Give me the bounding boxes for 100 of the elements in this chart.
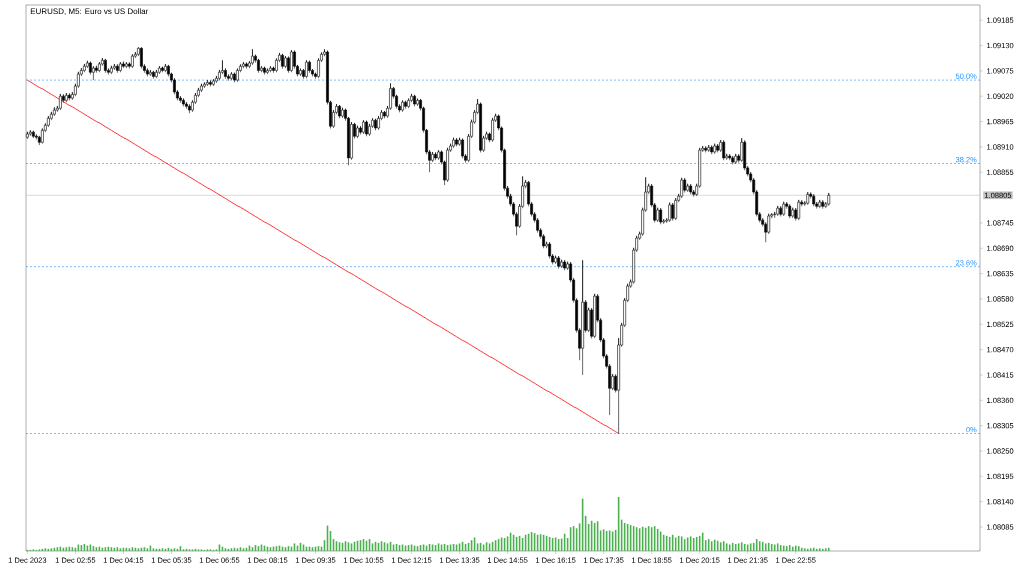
candlestick: [365, 120, 368, 137]
candlestick: [104, 58, 107, 74]
candlestick: [563, 259, 566, 271]
candlestick: [188, 104, 191, 114]
candlestick: [812, 194, 816, 207]
candlestick: [119, 61, 122, 73]
candlestick: [149, 69, 152, 77]
candlestick: [269, 65, 272, 73]
candlestick: [350, 121, 353, 161]
candlestick: [413, 94, 416, 107]
candlestick: [209, 80, 212, 87]
candlestick: [728, 153, 732, 161]
candlestick: [242, 61, 245, 69]
candlestick: [113, 63, 116, 71]
candlestick: [479, 102, 482, 153]
candlestick: [236, 68, 239, 83]
candlestick: [161, 66, 164, 73]
candlestick: [416, 98, 419, 107]
candlestick: [779, 206, 783, 217]
candlestick: [140, 47, 143, 69]
candlestick: [434, 152, 437, 161]
candlestick: [461, 138, 464, 159]
candlestick: [203, 82, 206, 89]
candlestick: [46, 115, 50, 128]
candlestick: [827, 192, 831, 207]
candlestick: [53, 106, 56, 117]
candlestick: [671, 202, 675, 221]
candlestick: [581, 259, 584, 376]
candlestick: [407, 98, 410, 109]
candlestick: [245, 62, 248, 69]
candlestick: [554, 255, 557, 265]
candlestick: [557, 255, 560, 269]
candlestick: [68, 93, 71, 101]
candlestick: [83, 63, 86, 73]
candlestick: [791, 207, 795, 219]
candlestick: [437, 149, 440, 161]
candlestick: [92, 65, 95, 81]
candlestick: [707, 144, 711, 153]
candlestick: [59, 93, 62, 111]
candlestick: [230, 71, 233, 81]
candlestick: [98, 61, 101, 73]
candlestick: [281, 53, 284, 69]
candlestick: [164, 63, 167, 73]
candlestick: [659, 207, 663, 225]
candlestick: [122, 61, 125, 69]
candlestick: [362, 119, 365, 135]
candlestick: [206, 79, 209, 87]
candlestick: [152, 70, 155, 80]
candlestick: [704, 146, 708, 153]
candlestick: [404, 100, 407, 109]
candlestick: [290, 49, 293, 73]
candlestick: [233, 72, 236, 83]
candlestick: [446, 147, 449, 183]
candlestick: [374, 118, 377, 131]
candlestick: [31, 130, 35, 139]
candlestick: [491, 117, 494, 143]
candlestick: [305, 59, 308, 79]
candlestick: [452, 137, 455, 149]
candlestick: [65, 92, 68, 103]
candlestick: [212, 78, 215, 87]
candlestick: [158, 65, 161, 75]
candlestick: [731, 155, 735, 165]
candlestick: [689, 183, 693, 195]
candlestick: [299, 68, 302, 77]
candlestick: [716, 143, 720, 153]
candlestick: [131, 53, 134, 69]
candlestick: [338, 104, 341, 119]
candlestick: [776, 205, 780, 217]
candlestick: [782, 201, 786, 217]
candlestick: [680, 177, 684, 199]
candlestick: [668, 202, 672, 223]
candlestick: [110, 65, 113, 75]
candlestick: [656, 207, 660, 223]
candlestick: [734, 153, 738, 165]
candlestick: [28, 130, 32, 137]
candlestick: [200, 83, 203, 93]
candlestick: [356, 125, 359, 139]
candlestick: [263, 66, 266, 75]
candlestick: [284, 55, 287, 69]
candlestick: [266, 68, 269, 75]
candlestick: [308, 60, 311, 74]
candlestick: [25, 131, 29, 140]
candlestick: [674, 197, 678, 221]
candlestick: [383, 110, 386, 119]
candlestick: [341, 107, 344, 119]
candlestick: [125, 61, 128, 69]
candlestick: [710, 145, 714, 155]
candlestick: [401, 100, 404, 113]
candlestick: [806, 191, 810, 206]
candlestick: [185, 101, 188, 109]
candlestick: [797, 199, 801, 221]
candlestick: [722, 140, 726, 161]
candlestick: [821, 200, 825, 209]
candlestick: [116, 64, 119, 74]
candlestick: [560, 259, 563, 269]
candlestick: [713, 143, 717, 155]
candlestick: [788, 204, 792, 219]
chart-title: EURUSD, M5: Euro vs US Dollar: [30, 8, 149, 16]
candlestick: [146, 68, 149, 77]
candlestick: [257, 58, 260, 74]
